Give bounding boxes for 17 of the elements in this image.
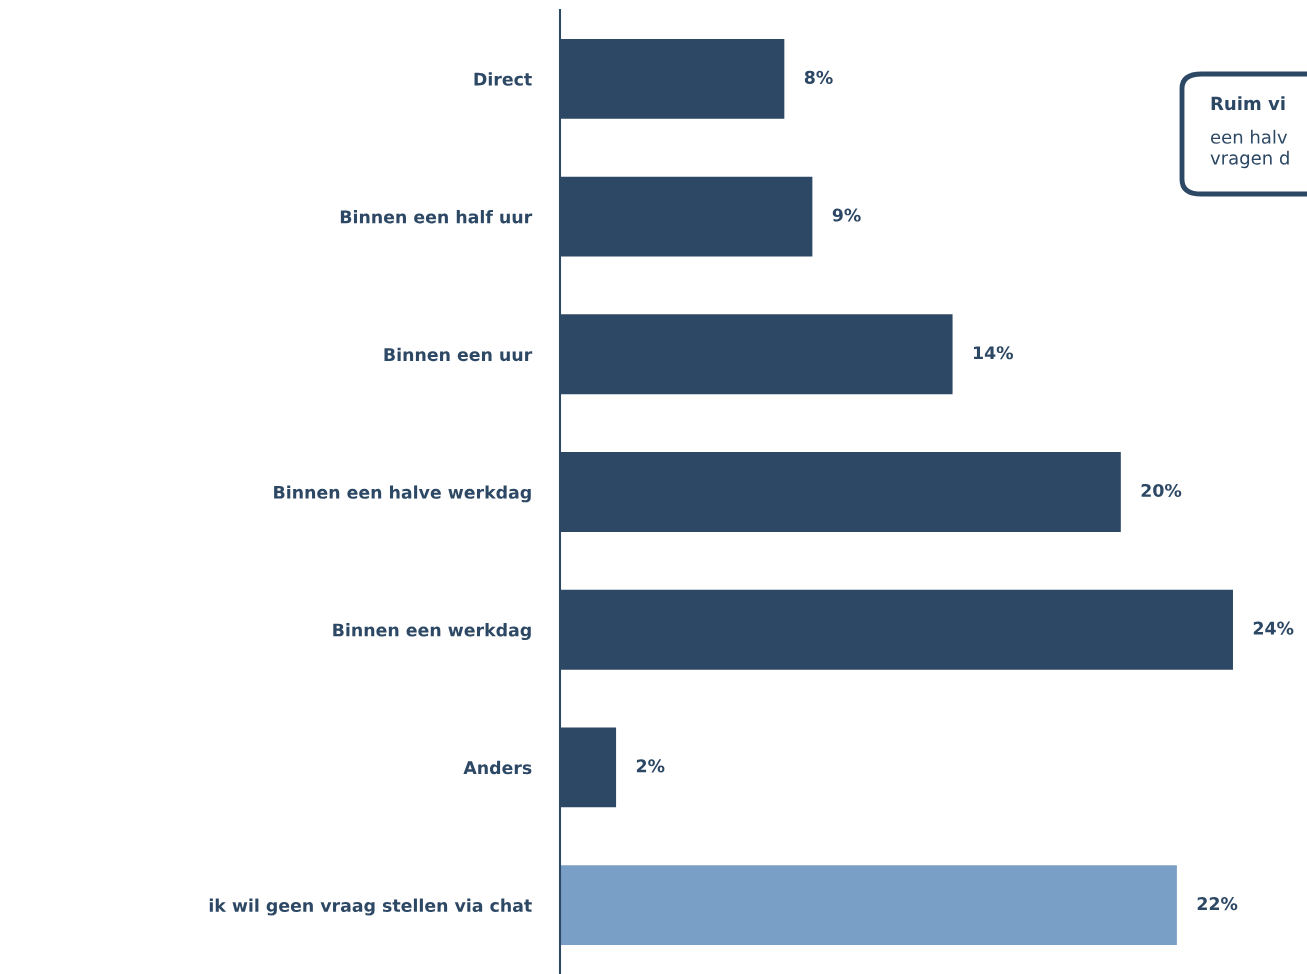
data-label: 2%: [636, 759, 665, 773]
y-tick-label: ik wil geen vraag stellen via chat: [209, 898, 532, 916]
data-label: 14%: [973, 346, 1014, 360]
y-tick-label: Binnen een halve werkdag: [274, 485, 531, 503]
annotation: een halv vragen d: [1210, 129, 1289, 169]
y-tick-label: Anders: [463, 760, 532, 775]
data-label: 24%: [1253, 621, 1294, 635]
y-tick-label: Direct: [474, 72, 532, 86]
annotation: Ruim vi: [1211, 96, 1285, 111]
data-label: 20%: [1141, 483, 1182, 498]
y-tick-label: Binnen een half uur: [340, 209, 533, 224]
data-label: 8%: [804, 70, 833, 84]
bar: [560, 865, 1177, 946]
y-tick-label: Binnen een uur: [384, 347, 533, 362]
data-label: 9%: [832, 208, 861, 222]
y-tick-label: Binnen een werkdag: [333, 623, 531, 641]
data-label: 22%: [1197, 897, 1238, 911]
